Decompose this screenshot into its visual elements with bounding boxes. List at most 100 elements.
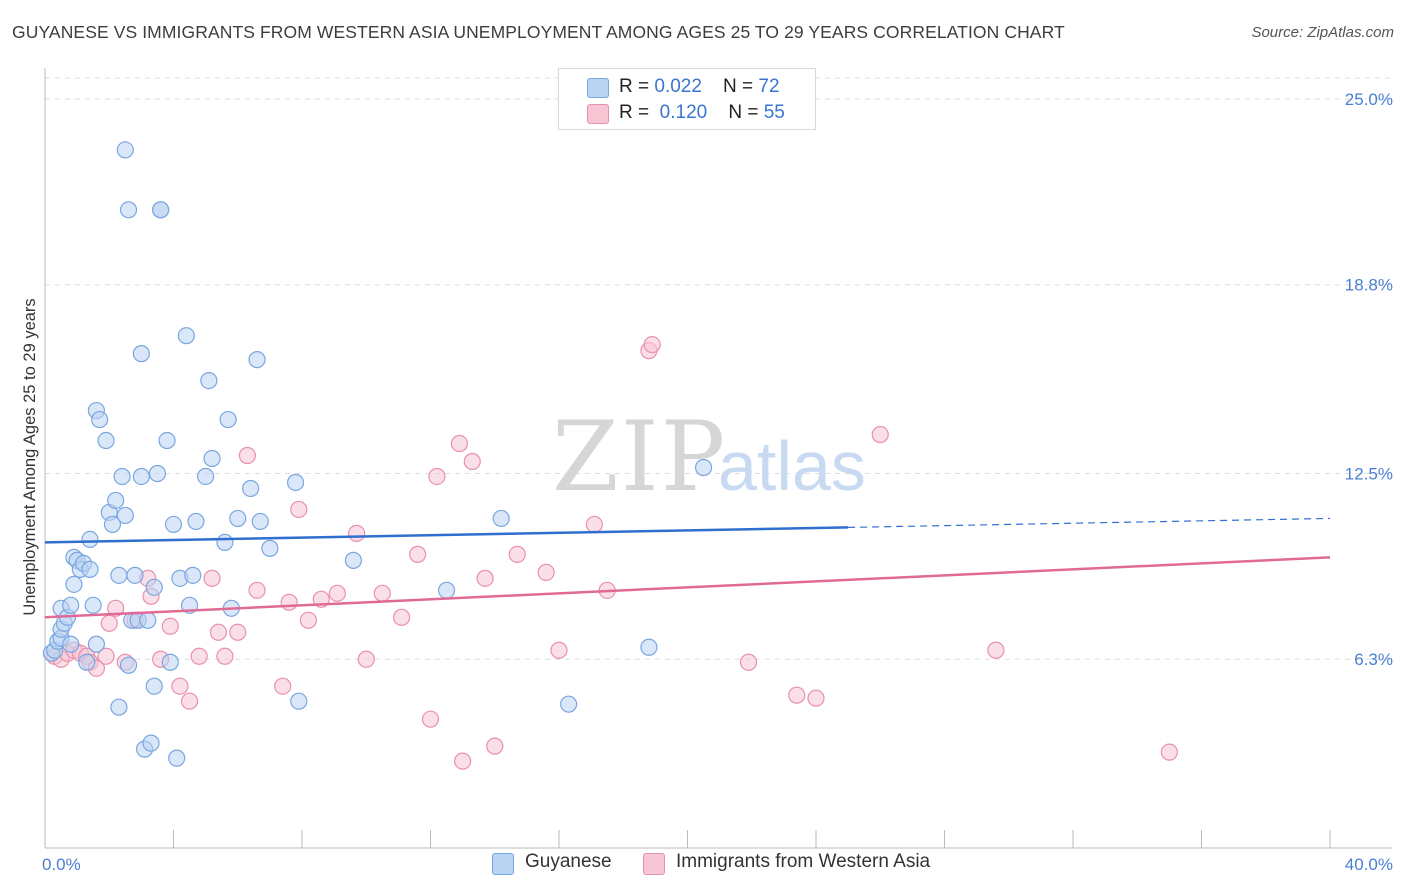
data-point-guyanese xyxy=(132,345,150,363)
data-point-guyanese xyxy=(148,464,167,483)
y-tick-label: 25.0% xyxy=(1345,90,1393,109)
legend-label-western-asia: Immigrants from Western Asia xyxy=(676,851,931,872)
data-point-western-asia xyxy=(161,617,179,635)
legend-swatch-pink xyxy=(643,853,665,875)
data-point-western-asia xyxy=(987,641,1005,659)
data-point-guyanese xyxy=(91,410,109,429)
data-point-guyanese xyxy=(184,566,202,584)
data-point-guyanese xyxy=(492,509,510,528)
data-point-guyanese xyxy=(203,449,221,468)
data-point-western-asia xyxy=(248,581,266,599)
data-point-guyanese xyxy=(177,327,195,345)
data-point-western-asia xyxy=(357,650,375,668)
data-point-western-asia xyxy=(1160,743,1178,761)
data-point-guyanese xyxy=(560,695,578,713)
data-point-western-asia xyxy=(585,515,603,534)
data-point-guyanese xyxy=(132,467,150,486)
data-point-western-asia xyxy=(348,524,366,543)
data-point-guyanese xyxy=(103,515,122,534)
data-point-western-asia xyxy=(428,467,446,486)
data-point-guyanese xyxy=(78,653,96,671)
data-point-western-asia xyxy=(643,336,661,354)
data-point-guyanese xyxy=(119,201,138,219)
data-point-guyanese xyxy=(216,533,234,551)
data-point-western-asia xyxy=(280,593,298,611)
data-point-western-asia xyxy=(550,641,568,659)
data-point-western-asia xyxy=(454,752,472,770)
data-point-western-asia xyxy=(216,647,234,665)
data-point-western-asia xyxy=(238,446,256,465)
legend-r-value: 0.120 xyxy=(659,102,708,123)
data-point-guyanese xyxy=(139,611,157,629)
x-tick-label: 0.0% xyxy=(42,855,81,874)
y-axis-label: Unemployment Among Ages 25 to 29 years xyxy=(21,298,39,615)
data-point-guyanese xyxy=(640,638,658,656)
data-point-western-asia xyxy=(190,647,208,665)
legend-n-value: 72 xyxy=(758,76,780,97)
chart-title: GUYANESE VS IMMIGRANTS FROM WESTERN ASIA… xyxy=(12,22,1065,42)
data-point-guyanese xyxy=(286,473,305,492)
legend-r-label: R = xyxy=(619,102,655,123)
data-point-guyanese xyxy=(187,512,205,531)
data-point-guyanese xyxy=(229,509,247,528)
data-point-guyanese xyxy=(62,596,80,614)
data-point-guyanese xyxy=(81,530,99,548)
data-point-guyanese xyxy=(437,581,456,599)
data-point-western-asia xyxy=(537,563,555,581)
data-point-guyanese xyxy=(152,201,170,219)
legend-r-value: 0.022 xyxy=(654,76,702,97)
data-point-western-asia xyxy=(871,425,889,444)
data-point-guyanese xyxy=(197,467,215,486)
data-point-guyanese xyxy=(242,479,260,498)
trend-lines xyxy=(44,517,1331,619)
x-tick-labels: 0.0% 40.0% xyxy=(42,855,1393,874)
data-point-guyanese xyxy=(251,512,269,531)
data-point-western-asia xyxy=(209,623,228,641)
data-point-guyanese xyxy=(248,351,266,369)
data-point-guyanese xyxy=(145,578,163,596)
data-point-guyanese xyxy=(62,635,80,653)
data-point-western-asia xyxy=(373,584,391,602)
data-point-western-asia xyxy=(100,614,118,632)
legend-label-guyanese: Guyanese xyxy=(525,851,612,872)
data-point-western-asia xyxy=(180,692,199,710)
data-point-guyanese xyxy=(65,575,83,593)
source-label: Source: ZipAtlas.com xyxy=(1251,24,1394,41)
data-point-guyanese xyxy=(219,410,237,429)
data-point-guyanese xyxy=(158,431,176,450)
y-tick-label: 12.5% xyxy=(1345,464,1393,483)
data-point-guyanese xyxy=(694,458,713,477)
data-point-guyanese xyxy=(168,749,186,767)
data-point-guyanese xyxy=(344,551,362,569)
data-point-guyanese xyxy=(113,467,131,486)
legend-swatch-blue xyxy=(492,853,514,875)
data-point-guyanese xyxy=(126,566,144,584)
data-point-guyanese xyxy=(142,734,160,752)
legend-r-label: R = xyxy=(619,76,655,97)
watermark: ZIP atlas xyxy=(552,401,866,513)
data-point-western-asia xyxy=(508,545,526,563)
series-guyanese xyxy=(42,141,713,767)
data-point-guyanese xyxy=(87,635,106,653)
data-point-guyanese xyxy=(116,506,134,525)
data-point-guyanese xyxy=(119,656,138,674)
data-point-western-asia xyxy=(421,710,440,728)
legend-n-label: N = xyxy=(723,76,759,97)
data-point-western-asia xyxy=(739,653,758,671)
trend-line-guyanese-extension xyxy=(848,517,1331,529)
correlation-legend: R = 0.022 N = 72 R = 0.120 N = 55 xyxy=(558,68,816,130)
data-point-guyanese xyxy=(110,566,128,584)
data-point-guyanese xyxy=(116,141,134,159)
legend-n-value: 55 xyxy=(763,102,785,123)
data-point-western-asia xyxy=(203,569,221,587)
data-point-western-asia xyxy=(274,677,292,695)
data-point-western-asia xyxy=(107,599,125,617)
data-point-western-asia xyxy=(450,434,469,453)
data-point-western-asia xyxy=(476,569,494,587)
data-point-western-asia xyxy=(229,623,247,641)
legend-swatch-blue xyxy=(587,78,609,98)
data-point-guyanese xyxy=(84,596,102,614)
y-tick-label: 6.3% xyxy=(1354,650,1393,669)
data-point-guyanese xyxy=(81,560,99,578)
